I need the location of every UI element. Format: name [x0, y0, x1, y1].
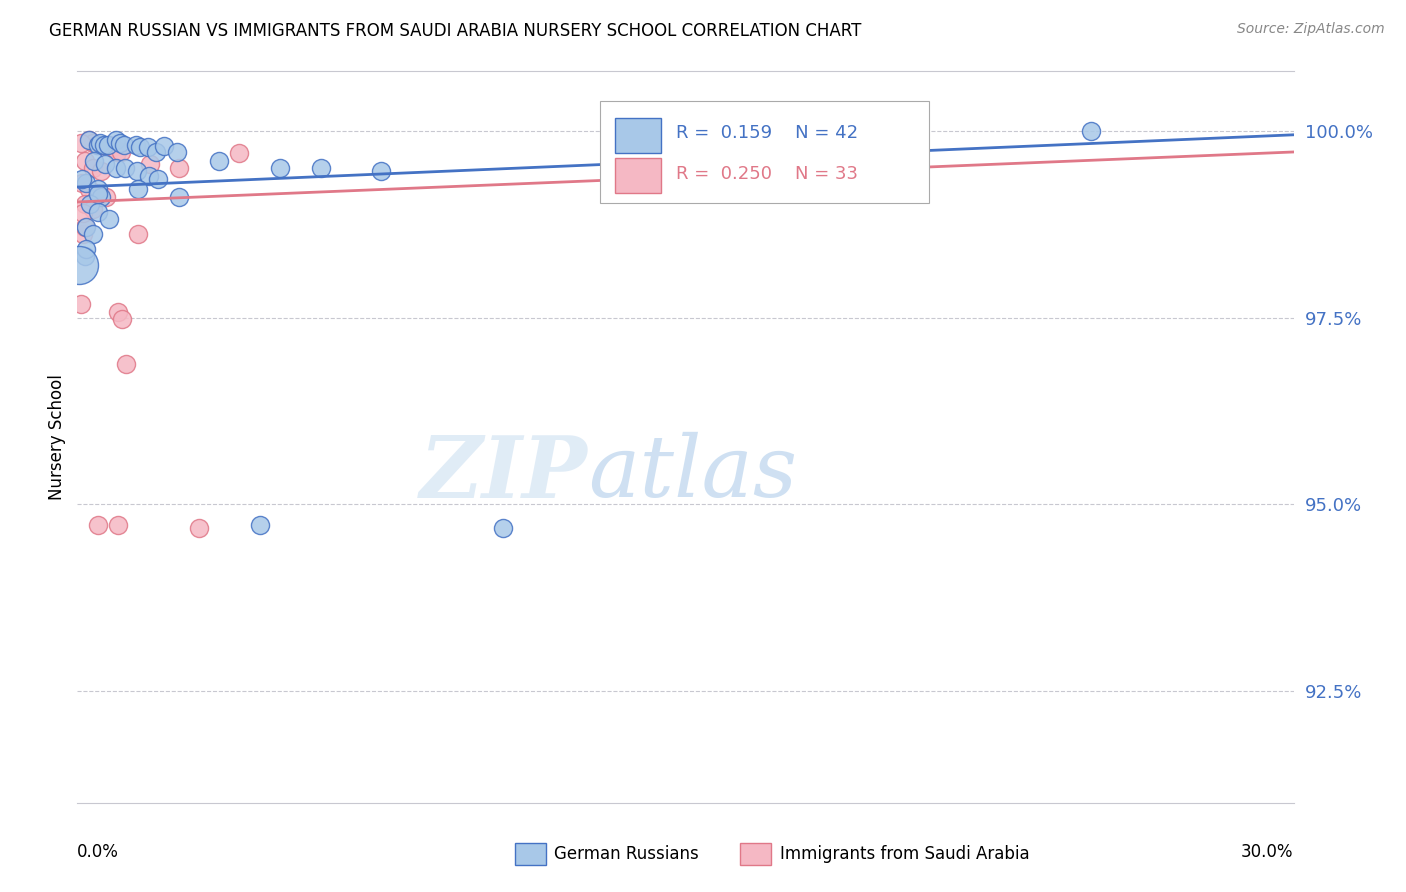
FancyBboxPatch shape [740, 843, 770, 865]
Point [86, 518, 108, 533]
Point [111, 312, 134, 326]
Point [309, 161, 332, 176]
FancyBboxPatch shape [614, 118, 661, 153]
Point [90, 137, 112, 152]
Point [129, 140, 152, 154]
Point [269, 161, 291, 176]
Point [249, 518, 271, 533]
FancyBboxPatch shape [600, 101, 929, 203]
Point [107, 304, 129, 318]
Point [114, 161, 136, 176]
Point [208, 153, 231, 168]
Point [83, 153, 105, 168]
Point [167, 161, 190, 176]
Point [73, 250, 96, 264]
Point [104, 133, 127, 147]
Point [97, 137, 120, 152]
Point [136, 140, 159, 154]
Text: 30.0%: 30.0% [1241, 843, 1294, 861]
Point [82, 202, 104, 216]
Text: 0.0%: 0.0% [77, 843, 120, 861]
Point [70, 297, 93, 311]
Point [89, 136, 111, 150]
Text: R =  0.159    N = 42: R = 0.159 N = 42 [676, 124, 858, 142]
Point [167, 190, 190, 204]
Text: GERMAN RUSSIAN VS IMMIGRANTS FROM SAUDI ARABIA NURSERY SCHOOL CORRELATION CHART: GERMAN RUSSIAN VS IMMIGRANTS FROM SAUDI … [49, 22, 862, 40]
Point [72, 206, 94, 220]
Point [77, 182, 100, 196]
Point [125, 137, 148, 152]
Point [127, 182, 149, 196]
Point [138, 169, 160, 183]
Point [90, 190, 112, 204]
Point [145, 145, 167, 159]
Point [115, 357, 138, 371]
Point [73, 219, 96, 234]
Point [75, 242, 97, 256]
Point [97, 137, 120, 152]
Point [73, 153, 96, 168]
Point [86, 182, 108, 196]
Point [77, 133, 100, 147]
Point [86, 137, 108, 152]
Point [166, 145, 188, 159]
Point [153, 139, 176, 153]
Point [70, 136, 93, 150]
FancyBboxPatch shape [614, 158, 661, 193]
Point [104, 161, 127, 176]
Point [86, 186, 108, 201]
Point [70, 177, 93, 191]
Point [112, 137, 135, 152]
Point [73, 197, 96, 211]
Point [146, 171, 169, 186]
Point [79, 133, 101, 147]
Point [82, 136, 104, 150]
Point [86, 190, 108, 204]
Point [107, 518, 129, 533]
Text: ZIP: ZIP [420, 432, 588, 516]
Point [75, 219, 97, 234]
Point [127, 164, 149, 178]
Point [188, 521, 211, 535]
Point [492, 521, 515, 535]
Point [67, 259, 90, 273]
Text: Immigrants from Saudi Arabia: Immigrants from Saudi Arabia [780, 845, 1031, 863]
Point [97, 212, 120, 227]
Point [82, 161, 104, 176]
Point [75, 177, 97, 191]
Point [94, 190, 117, 204]
Point [90, 164, 112, 178]
Point [634, 124, 657, 138]
Point [94, 157, 117, 171]
Point [105, 145, 128, 159]
Y-axis label: Nursery School: Nursery School [48, 374, 66, 500]
Point [1080, 124, 1102, 138]
Text: R =  0.250    N = 33: R = 0.250 N = 33 [676, 165, 858, 183]
Point [101, 140, 124, 154]
Point [228, 146, 250, 161]
Point [139, 157, 162, 171]
Point [86, 137, 108, 152]
FancyBboxPatch shape [515, 843, 546, 865]
Text: German Russians: German Russians [554, 845, 699, 863]
Point [70, 171, 93, 186]
Point [72, 227, 94, 241]
Text: atlas: atlas [588, 433, 797, 515]
Text: Source: ZipAtlas.com: Source: ZipAtlas.com [1237, 22, 1385, 37]
Point [93, 137, 115, 152]
Point [79, 197, 101, 211]
Point [110, 145, 132, 159]
Point [87, 204, 110, 219]
Point [108, 136, 131, 150]
Point [370, 164, 392, 178]
Point [127, 227, 149, 241]
Point [82, 227, 104, 241]
